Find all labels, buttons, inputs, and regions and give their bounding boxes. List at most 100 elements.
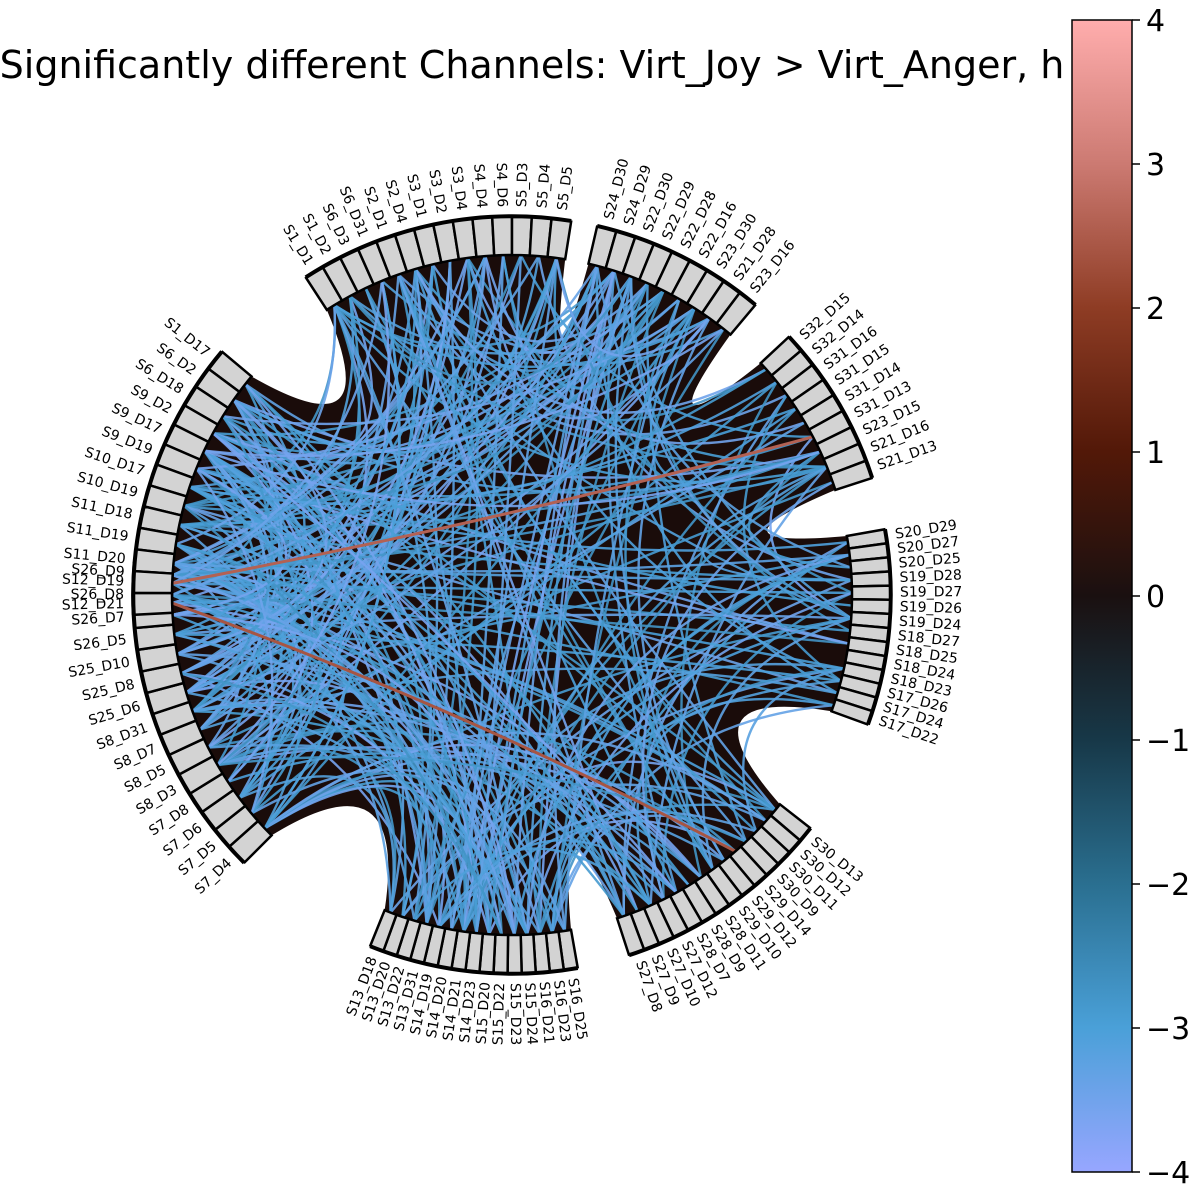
channel-label-s5-d4: S5_D4 — [534, 163, 553, 209]
link — [203, 449, 821, 508]
channel-label-s26-d8: S26_D8 — [71, 587, 124, 603]
group-frame-right-upper — [787, 335, 875, 479]
colorbar-tick-label: −2 — [1146, 868, 1190, 903]
link — [413, 847, 652, 922]
link — [183, 504, 503, 936]
link — [450, 265, 599, 930]
link — [513, 553, 850, 936]
link — [551, 825, 690, 933]
link — [192, 703, 491, 935]
link — [484, 255, 806, 445]
link — [204, 327, 725, 458]
colorbar: 4 3 2 1 0 −1 −2 −3 −4 — [1071, 4, 1190, 1191]
link — [192, 697, 433, 925]
link — [216, 317, 711, 766]
link — [171, 280, 384, 585]
link — [238, 775, 395, 913]
link — [462, 679, 842, 933]
link — [263, 731, 767, 830]
link — [244, 383, 516, 936]
link — [172, 574, 516, 936]
highlight-link-s31-d13-s12-d19 — [171, 435, 814, 585]
link — [414, 268, 827, 468]
link — [614, 276, 714, 870]
link — [551, 307, 696, 933]
channel-box-s11-d20 — [133, 548, 176, 575]
link — [172, 368, 767, 585]
link — [538, 541, 849, 935]
channel-boxes — [131, 214, 893, 976]
channel-label-s20-d25: S20_D25 — [898, 551, 961, 572]
colorbar-tick-label: −1 — [1146, 724, 1190, 759]
link — [525, 591, 853, 935]
channel-box-s5-d3 — [510, 215, 534, 257]
link — [425, 260, 456, 925]
channel-label-s15-d20: S15_D20 — [474, 982, 494, 1045]
channel-label-s16-d21: S16_D21 — [536, 981, 557, 1044]
link — [595, 265, 852, 569]
link — [450, 257, 558, 930]
channel-label-s3-d2: S3_D2 — [425, 168, 449, 215]
link — [172, 255, 487, 577]
link — [171, 593, 639, 912]
link — [431, 264, 541, 935]
group-frame-left-upper — [131, 350, 224, 615]
group-frame-frontal-left — [304, 214, 572, 279]
link — [188, 486, 322, 815]
link — [555, 257, 852, 620]
link — [438, 810, 757, 928]
channel-label-s19-d27: S19_D27 — [900, 584, 962, 600]
channel-box-s12-d21 — [132, 591, 174, 617]
group-frame-frontal-right — [596, 224, 757, 307]
chart-title: Significantly different Channels: Virt_J… — [0, 43, 1064, 87]
channel-box-s15-d23 — [506, 933, 523, 975]
link — [212, 432, 678, 894]
link — [180, 255, 505, 675]
channel-label-s12-d19: S12_D19 — [62, 572, 125, 590]
channel-label-s12-d21: S12_D21 — [62, 596, 125, 613]
link — [487, 282, 649, 935]
link — [217, 755, 747, 843]
colorbar-tick-label: 1 — [1146, 436, 1165, 471]
channel-label-s25-d10: S25_D10 — [67, 654, 131, 681]
channel-label-s26-d7: S26_D7 — [71, 610, 125, 629]
colorbar-tick-label: 3 — [1146, 148, 1165, 183]
link — [171, 601, 392, 913]
link — [180, 672, 503, 936]
channel-label-s19-d28: S19_D28 — [899, 567, 962, 586]
link — [333, 304, 529, 935]
colorbar-tick-label: 0 — [1146, 580, 1165, 615]
link — [185, 432, 332, 694]
link — [701, 617, 852, 870]
link — [769, 436, 852, 620]
channel-label-s26-d9: S26_D9 — [71, 561, 125, 580]
link — [333, 304, 828, 483]
link — [216, 280, 391, 766]
link — [462, 465, 828, 932]
channel-label-s26-d5: S26_D5 — [73, 632, 128, 654]
channel-label-s4-d6: S4_D6 — [493, 162, 510, 207]
chord-highlighted-links — [171, 435, 814, 853]
link — [397, 274, 678, 894]
channel-label-s19-d24: S19_D24 — [899, 614, 962, 634]
link — [171, 265, 599, 597]
link — [173, 562, 428, 925]
colorbar-tick-label: −4 — [1146, 1156, 1190, 1191]
link — [431, 263, 649, 343]
channel-box-s19-d28 — [850, 570, 892, 588]
channel-box-s12-d19 — [132, 569, 175, 595]
channel-label-s11-d18: S11_D18 — [70, 494, 134, 522]
colorbar-tick-label: 4 — [1146, 4, 1165, 39]
link — [175, 543, 529, 936]
link — [183, 504, 491, 935]
colorbar-tick-label: 2 — [1146, 292, 1165, 327]
group-frame-right-lower — [628, 827, 813, 958]
link — [466, 257, 842, 683]
colorbar-gradient — [1071, 19, 1133, 1173]
channel-box-s5-d5 — [546, 217, 573, 261]
link — [189, 486, 652, 907]
channel-label-s3-d4: S3_D4 — [448, 165, 470, 211]
chord-links — [171, 254, 853, 936]
channel-label-s25-d8: S25_D8 — [81, 677, 137, 705]
